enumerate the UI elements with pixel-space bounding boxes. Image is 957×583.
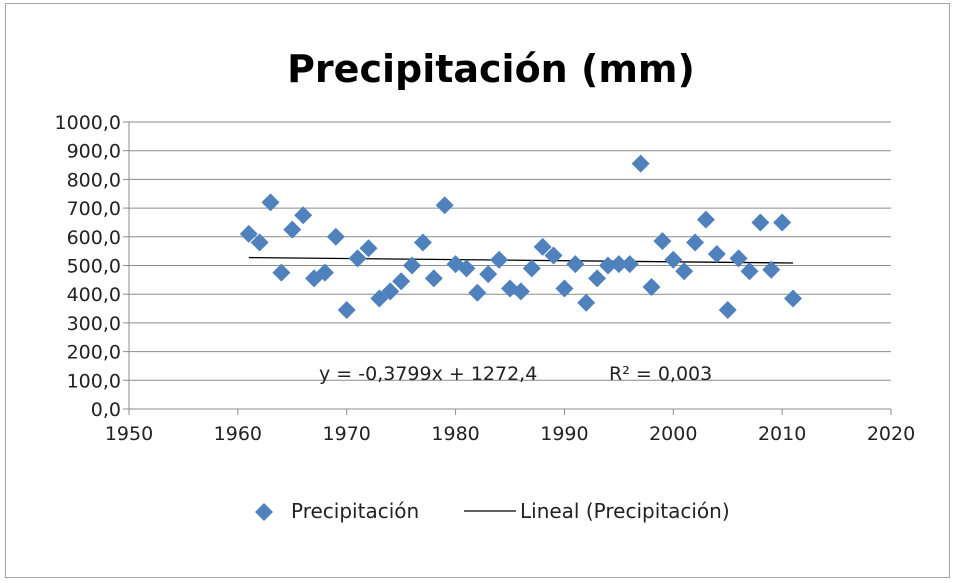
data-point [642,278,661,297]
data-point [522,259,541,278]
data-point [544,246,563,265]
data-point [577,293,596,312]
y-tick-label: 600,0 [67,227,121,249]
trendline-equation: y = -0,3799x + 1272,4 [319,363,537,385]
data-point [413,233,432,252]
data-point [370,289,389,308]
legend-label-precipitacion: Precipitación [291,499,419,523]
legend-diamond [255,503,273,521]
data-point [239,224,258,243]
data-point [381,282,400,301]
data-point [555,279,574,298]
data-point [620,255,639,274]
data-point [435,196,454,215]
y-tick-label: 100,0 [67,370,121,392]
x-tick-label: 1950 [105,423,153,445]
axes: 0,0 100,0 200,0 300,0 400,0 500,0 600,0 700,0 80… [55,112,916,445]
data-point [511,282,530,301]
y-tick-label: 400,0 [67,284,121,306]
data-points [239,154,803,319]
data-point [696,210,715,229]
legend-label-lineal: Lineal (Precipitación) [520,499,730,523]
data-point [392,272,411,291]
y-tick-label: 1000,0 [55,112,121,134]
data-point [457,259,476,278]
data-point [664,250,683,269]
data-point [359,239,378,258]
x-tick-label: 2020 [867,423,915,445]
y-tick-label: 900,0 [67,141,121,163]
data-point [490,250,509,269]
data-point [773,213,792,232]
x-tick-label: 2000 [649,423,697,445]
data-point [533,237,552,256]
data-point [740,262,759,281]
data-point [675,262,694,281]
data-point [283,220,302,239]
data-point [729,249,748,268]
x-tick-label: 2010 [758,423,806,445]
data-point [686,233,705,252]
data-point [250,233,269,252]
chart-frame: Precipitación (mm) 0,0 100,0 200,0 300,0 400… [5,3,950,578]
data-point [468,283,487,302]
data-point [326,227,345,246]
data-point [784,289,803,308]
x-tick-label: 1980 [431,423,479,445]
legend: Precipitación Lineal (Precipitación) [255,499,730,523]
data-point [609,255,628,274]
x-tick-label: 1970 [323,423,371,445]
data-point [566,255,585,274]
data-point [261,193,280,212]
data-point [337,300,356,319]
data-point [348,249,367,268]
data-point [588,269,607,288]
x-tick-label: 1990 [540,423,588,445]
y-tick-label: 700,0 [67,198,121,220]
r-squared-label: R² = 0,003 [609,363,712,385]
data-point [598,256,617,275]
data-point [653,232,672,251]
data-point [315,263,334,282]
y-tick-label: 300,0 [67,313,121,335]
data-point [272,263,291,282]
data-point [294,206,313,225]
y-tick-label: 200,0 [67,342,121,364]
y-tick-label: 500,0 [67,256,121,278]
y-tick-label: 800,0 [67,169,121,191]
data-point [403,256,422,275]
trendline-segment [248,256,794,264]
data-point [718,300,737,319]
legend-marker-precipitacion [255,503,273,521]
data-point [762,260,781,279]
chart-title: Precipitación (mm) [287,47,695,91]
x-tick-label: 1960 [214,423,262,445]
data-point [424,269,443,288]
data-point [707,245,726,264]
chart-svg: Precipitación (mm) 0,0 100,0 200,0 300,0 400… [55,47,916,523]
y-tick-label: 0,0 [91,399,121,421]
gridlines [129,121,891,381]
trendline [248,256,794,264]
data-point [751,213,770,232]
data-point [631,154,650,173]
data-point [479,265,498,284]
